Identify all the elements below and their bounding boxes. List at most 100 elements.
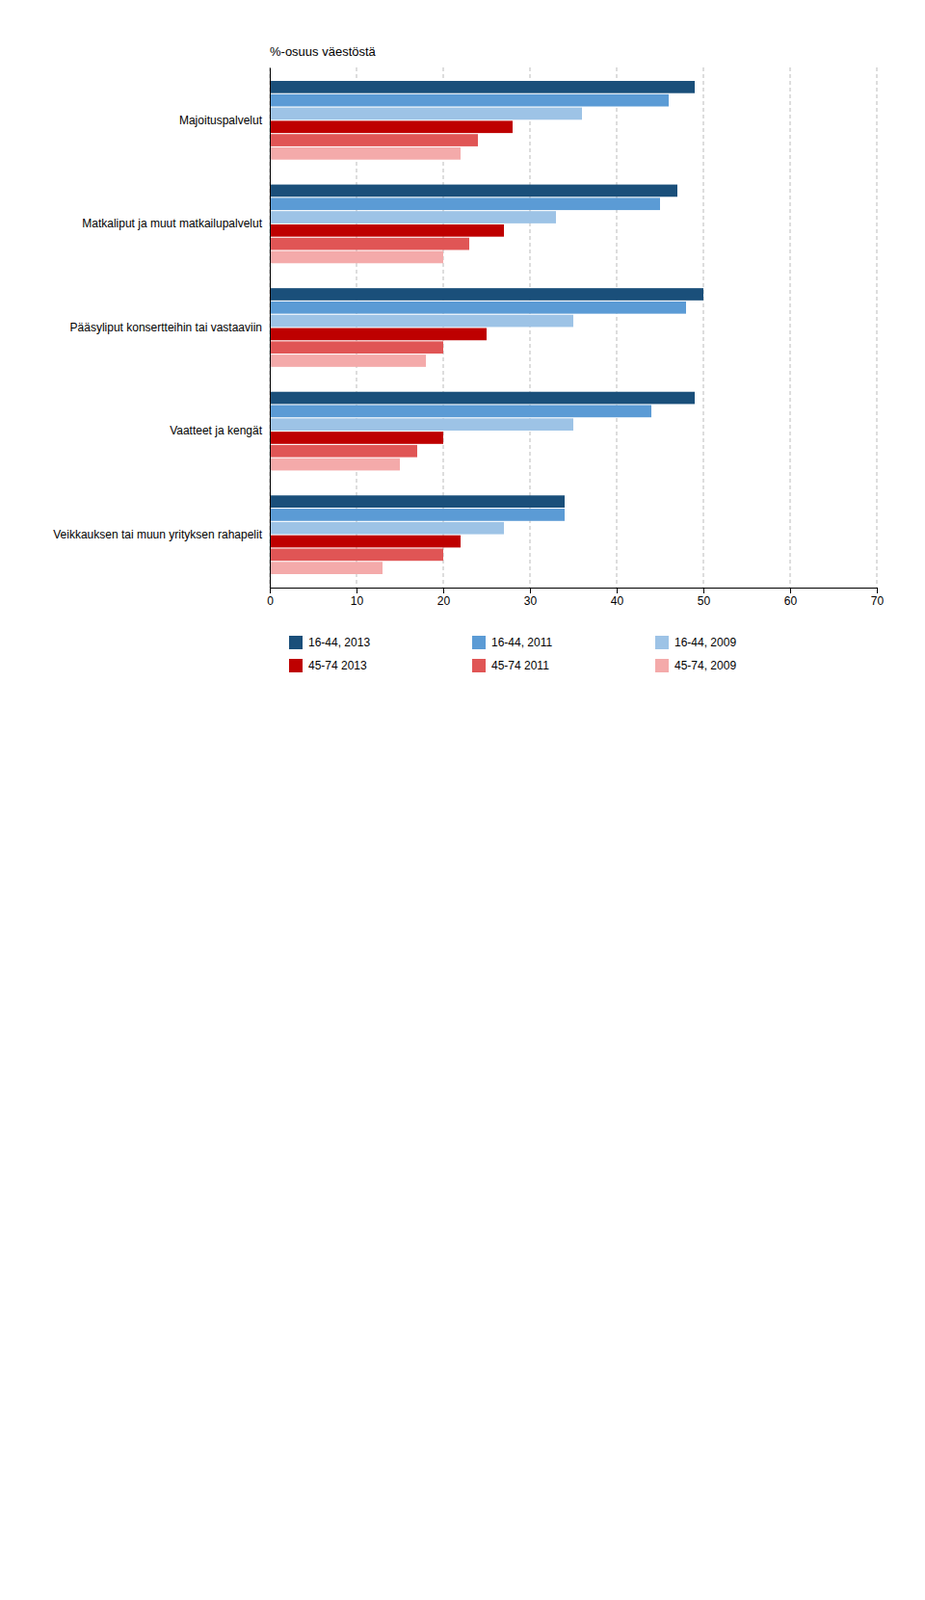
axis-line <box>270 588 878 595</box>
bars <box>269 80 704 575</box>
tick-label: 40 <box>610 594 625 608</box>
legend-label: 45-74, 2009 <box>674 659 737 673</box>
tick-mark <box>356 587 358 594</box>
legend-label: 45-74 2013 <box>308 659 368 673</box>
legend-label: 16-44, 2011 <box>491 635 553 650</box>
bar <box>269 224 504 238</box>
plot: 0 10 20 30 40 50 60 70 Majoituspalvelut Matkalipu… <box>52 44 884 608</box>
bar <box>269 107 582 121</box>
legend-label: 45-74 2011 <box>491 659 550 673</box>
series <box>269 80 704 508</box>
tick: 30 <box>524 587 538 608</box>
bar <box>269 315 574 328</box>
legend-item: 45-74 2011 <box>472 659 550 673</box>
legend-item: 16-44, 2009 <box>655 635 737 650</box>
tick: Matkaliput ja muut matkailupalvelut <box>81 216 263 231</box>
bar <box>269 288 704 301</box>
category-label: Pääsyliput konsertteihin tai vastaaviin <box>70 320 263 335</box>
bar <box>269 508 565 522</box>
bar <box>269 405 652 419</box>
legend-swatch <box>472 635 486 650</box>
bar <box>269 535 461 549</box>
series <box>269 107 582 535</box>
bar <box>269 133 478 147</box>
tick-mark <box>443 587 445 594</box>
category-label: Matkaliput ja muut matkailupalvelut <box>81 216 263 231</box>
tick-label: 70 <box>871 594 885 608</box>
bar <box>269 495 565 508</box>
series <box>269 94 687 522</box>
tick: Vaatteet ja kengät <box>169 423 264 438</box>
tick-label: 20 <box>437 594 451 608</box>
tick-label: 50 <box>697 594 712 608</box>
axis-line <box>269 68 271 589</box>
bar <box>269 354 426 368</box>
bar <box>269 341 444 354</box>
legend-item: 45-74 2013 <box>289 659 368 673</box>
bar <box>269 120 513 133</box>
bar <box>269 431 444 445</box>
grid-line <box>876 67 878 588</box>
legend-label: 16-44, 2013 <box>308 635 370 650</box>
bar <box>269 211 556 224</box>
bar <box>269 301 687 315</box>
bar <box>269 522 504 535</box>
tick: 60 <box>784 587 798 608</box>
tick-mark <box>269 587 271 594</box>
bar <box>269 185 678 198</box>
legend-swatch <box>472 659 486 673</box>
tick: 40 <box>610 587 625 608</box>
tick: 20 <box>437 587 451 608</box>
bar <box>269 94 669 107</box>
grid-line <box>269 67 271 588</box>
legend-swatch <box>655 635 669 650</box>
bar <box>269 147 461 160</box>
bar <box>269 418 574 431</box>
legend-item: 45-74, 2009 <box>655 659 737 673</box>
grid <box>269 67 877 588</box>
series <box>269 133 478 561</box>
x-axis: 0 10 20 30 40 50 60 70 <box>266 587 884 608</box>
legend-swatch <box>655 659 669 673</box>
tick: Pääsyliput konsertteihin tai vastaaviin <box>70 320 263 335</box>
grid-line <box>790 67 792 588</box>
tick: Majoituspalvelut <box>179 113 264 128</box>
bar <box>269 561 383 575</box>
grid-line <box>703 67 705 588</box>
tick-label: 30 <box>524 594 538 608</box>
tick: 10 <box>350 587 365 608</box>
tick-label: 10 <box>350 594 365 608</box>
tick-label: 60 <box>784 594 798 608</box>
bar <box>269 445 418 458</box>
bar <box>269 80 695 94</box>
tick: 50 <box>697 587 712 608</box>
category-label: Vaatteet ja kengät <box>169 423 264 438</box>
tick-mark <box>876 587 878 594</box>
tick-mark <box>616 587 618 594</box>
tick: Veikkauksen tai muun yrityksen rahapelit <box>52 528 263 542</box>
chart: 0 10 20 30 40 50 60 70 Majoituspalvelut Matkalipu… <box>0 0 925 771</box>
bar <box>269 237 470 251</box>
y-axis: Majoituspalvelut Matkaliput ja muut matka… <box>52 68 270 589</box>
category-label: Veikkauksen tai muun yrityksen rahapelit <box>52 528 263 542</box>
legend-swatch <box>289 635 303 650</box>
axis-label: %-osuus väestöstä <box>269 44 377 59</box>
legend-item: 16-44, 2013 <box>289 635 370 650</box>
series <box>269 120 513 548</box>
tick-label: 0 <box>266 594 274 608</box>
bar <box>269 328 487 342</box>
legend-swatch <box>289 659 303 673</box>
grid-line <box>616 67 618 588</box>
legend-label: 16-44, 2009 <box>674 635 737 650</box>
legend: 16-44, 2013 16-44, 2011 16-44, 2009 45-74 2… <box>289 635 737 673</box>
tick: 0 <box>266 587 274 608</box>
category-label: Majoituspalvelut <box>179 113 264 128</box>
series <box>269 147 461 575</box>
tick-mark <box>529 587 531 594</box>
tick: 70 <box>871 587 885 608</box>
bar <box>269 197 661 211</box>
tick-mark <box>703 587 705 594</box>
tick-mark <box>790 587 792 594</box>
legend-item: 16-44, 2011 <box>472 635 553 650</box>
bar <box>269 392 695 405</box>
